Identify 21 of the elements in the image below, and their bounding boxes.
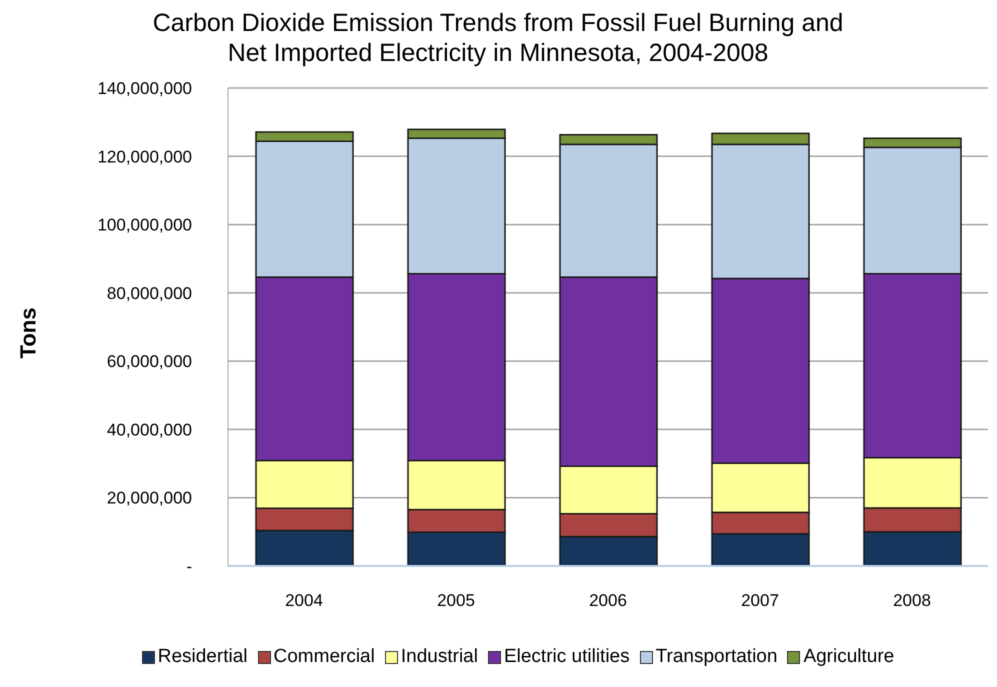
y-tick-label: 140,000,000 xyxy=(97,79,192,98)
x-tick-label: 2004 xyxy=(285,591,323,610)
legend-label: Transportation xyxy=(656,646,778,668)
legend-label: Agriculture xyxy=(803,646,894,668)
x-tick-label: 2007 xyxy=(741,591,779,610)
y-tick-label: - xyxy=(186,557,192,576)
legend-label: Commercial xyxy=(274,646,375,668)
y-tick-label: 100,000,000 xyxy=(97,216,192,235)
legend-label: Electric utilities xyxy=(504,646,630,668)
legend-label: Industrial xyxy=(400,646,478,668)
x-tick-label: 2006 xyxy=(589,591,627,610)
legend-label: Residertial xyxy=(158,646,248,668)
y-tick-label: 20,000,000 xyxy=(106,488,192,508)
y-tick-label: 60,000,000 xyxy=(106,352,192,372)
y-tick-label: 40,000,000 xyxy=(106,420,192,440)
y-tick-label: 80,000,000 xyxy=(106,284,192,303)
x-tick-label: 2005 xyxy=(437,591,475,610)
x-tick-label: 2008 xyxy=(893,591,931,610)
chart-title: Carbon Dioxide Emission Trends from Fossil Fuel Burning and Net Imported Electricity in Minnesota, 2004-2008 xyxy=(152,8,844,68)
y-axis-title: Tons xyxy=(15,308,41,358)
y-tick-label: 120,000,000 xyxy=(97,147,192,166)
